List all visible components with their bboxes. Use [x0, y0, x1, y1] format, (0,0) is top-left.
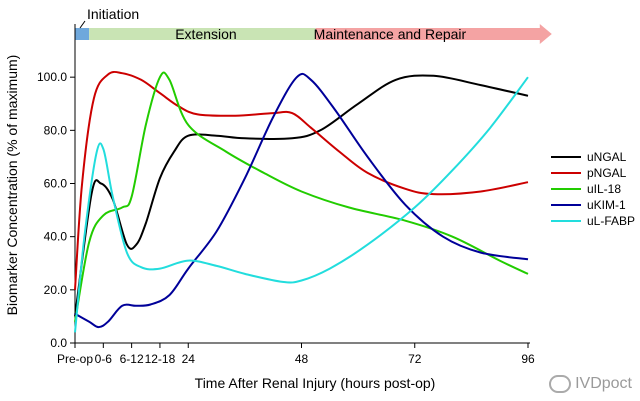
- watermark-text: IVDpoct: [575, 375, 632, 392]
- initiation-pointer: [79, 20, 86, 29]
- y-tick-label: 80.0: [44, 123, 68, 137]
- chat-bubble-icon: [549, 375, 572, 393]
- x-tick-label: 24: [182, 352, 196, 366]
- phase-label-1: Extension: [175, 26, 236, 42]
- series-line-ul-fabp: [74, 76, 529, 333]
- y-tick-label: 100.0: [37, 70, 67, 84]
- legend-label-ungal: uNGAL: [587, 150, 627, 164]
- y-tick-label: 20.0: [44, 283, 68, 297]
- x-tick-label: Pre-op: [57, 352, 93, 366]
- series-line-ungal: [74, 74, 529, 317]
- y-tick-label: 40.0: [44, 230, 68, 244]
- phase-band-2: [315, 24, 552, 44]
- y-tick-label: 0.0: [50, 336, 67, 350]
- legend-label-uil-18: uIL-18: [587, 182, 621, 196]
- legend: uNGAL pNGAL uIL-18 uKIM-1 uL-FABP: [551, 150, 635, 228]
- y-ticks: 0.0 20.0 40.0 60.0 80.0 100.0: [37, 70, 75, 350]
- legend-label-ukim-1: uKIM-1: [587, 198, 626, 212]
- phase-band-0: [75, 28, 90, 40]
- series-line-ukim-1: [74, 72, 529, 329]
- x-tick-label: 0-6: [95, 352, 113, 366]
- x-tick-label: 12-18: [145, 352, 176, 366]
- watermark: IVDpoct: [549, 375, 632, 393]
- series-lines: [74, 70, 529, 333]
- series-line-pngal: [74, 70, 529, 290]
- x-tick-label: 96: [521, 352, 535, 366]
- axes: [74, 24, 530, 344]
- legend-label-ul-fabp: uL-FABP: [587, 214, 635, 228]
- phase-label-2: Maintenance and Repair: [314, 26, 467, 42]
- y-tick-label: 60.0: [44, 177, 68, 191]
- x-tick-label: 6-12: [120, 352, 144, 366]
- phase-label-0: Initiation: [87, 6, 139, 22]
- x-axis-title: Time After Renal Injury (hours post-op): [195, 375, 436, 391]
- x-tick-label: 72: [408, 352, 422, 366]
- x-ticks: Pre-op 0-6 6-12 12-18 24 48 72 96: [57, 343, 535, 366]
- series-line-uil-18: [74, 71, 529, 322]
- x-tick-label: 48: [295, 352, 309, 366]
- phase-band-1: [89, 28, 316, 40]
- legend-label-pngal: pNGAL: [587, 166, 627, 180]
- phase-arrow: Initiation Extension Maintenance and Repai…: [75, 6, 552, 44]
- y-axis-title: Biomarker Concentration (% of maximum): [4, 55, 20, 316]
